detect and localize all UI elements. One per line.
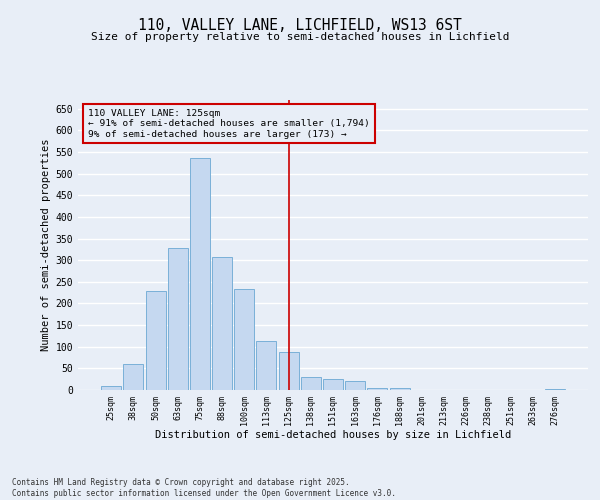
X-axis label: Distribution of semi-detached houses by size in Lichfield: Distribution of semi-detached houses by …	[155, 430, 511, 440]
Text: 110, VALLEY LANE, LICHFIELD, WS13 6ST: 110, VALLEY LANE, LICHFIELD, WS13 6ST	[138, 18, 462, 32]
Bar	[301, 376, 321, 390]
Text: 110 VALLEY LANE: 125sqm
← 91% of semi-detached houses are smaller (1,794)
9% of : 110 VALLEY LANE: 125sqm ← 91% of semi-de…	[88, 108, 370, 138]
Bar	[234, 288, 254, 390]
Bar	[278, 352, 299, 390]
Bar	[146, 291, 166, 390]
Text: Size of property relative to semi-detached houses in Lichfield: Size of property relative to semi-detach…	[91, 32, 509, 42]
Bar	[190, 158, 210, 390]
Bar	[256, 340, 277, 390]
Bar	[367, 388, 388, 390]
Text: Contains HM Land Registry data © Crown copyright and database right 2025.
Contai: Contains HM Land Registry data © Crown c…	[12, 478, 396, 498]
Bar	[101, 386, 121, 390]
Bar	[124, 364, 143, 390]
Bar	[345, 382, 365, 390]
Bar	[389, 388, 410, 390]
Bar	[545, 389, 565, 390]
Bar	[212, 256, 232, 390]
Bar	[168, 248, 188, 390]
Y-axis label: Number of semi-detached properties: Number of semi-detached properties	[41, 138, 52, 352]
Bar	[323, 378, 343, 390]
